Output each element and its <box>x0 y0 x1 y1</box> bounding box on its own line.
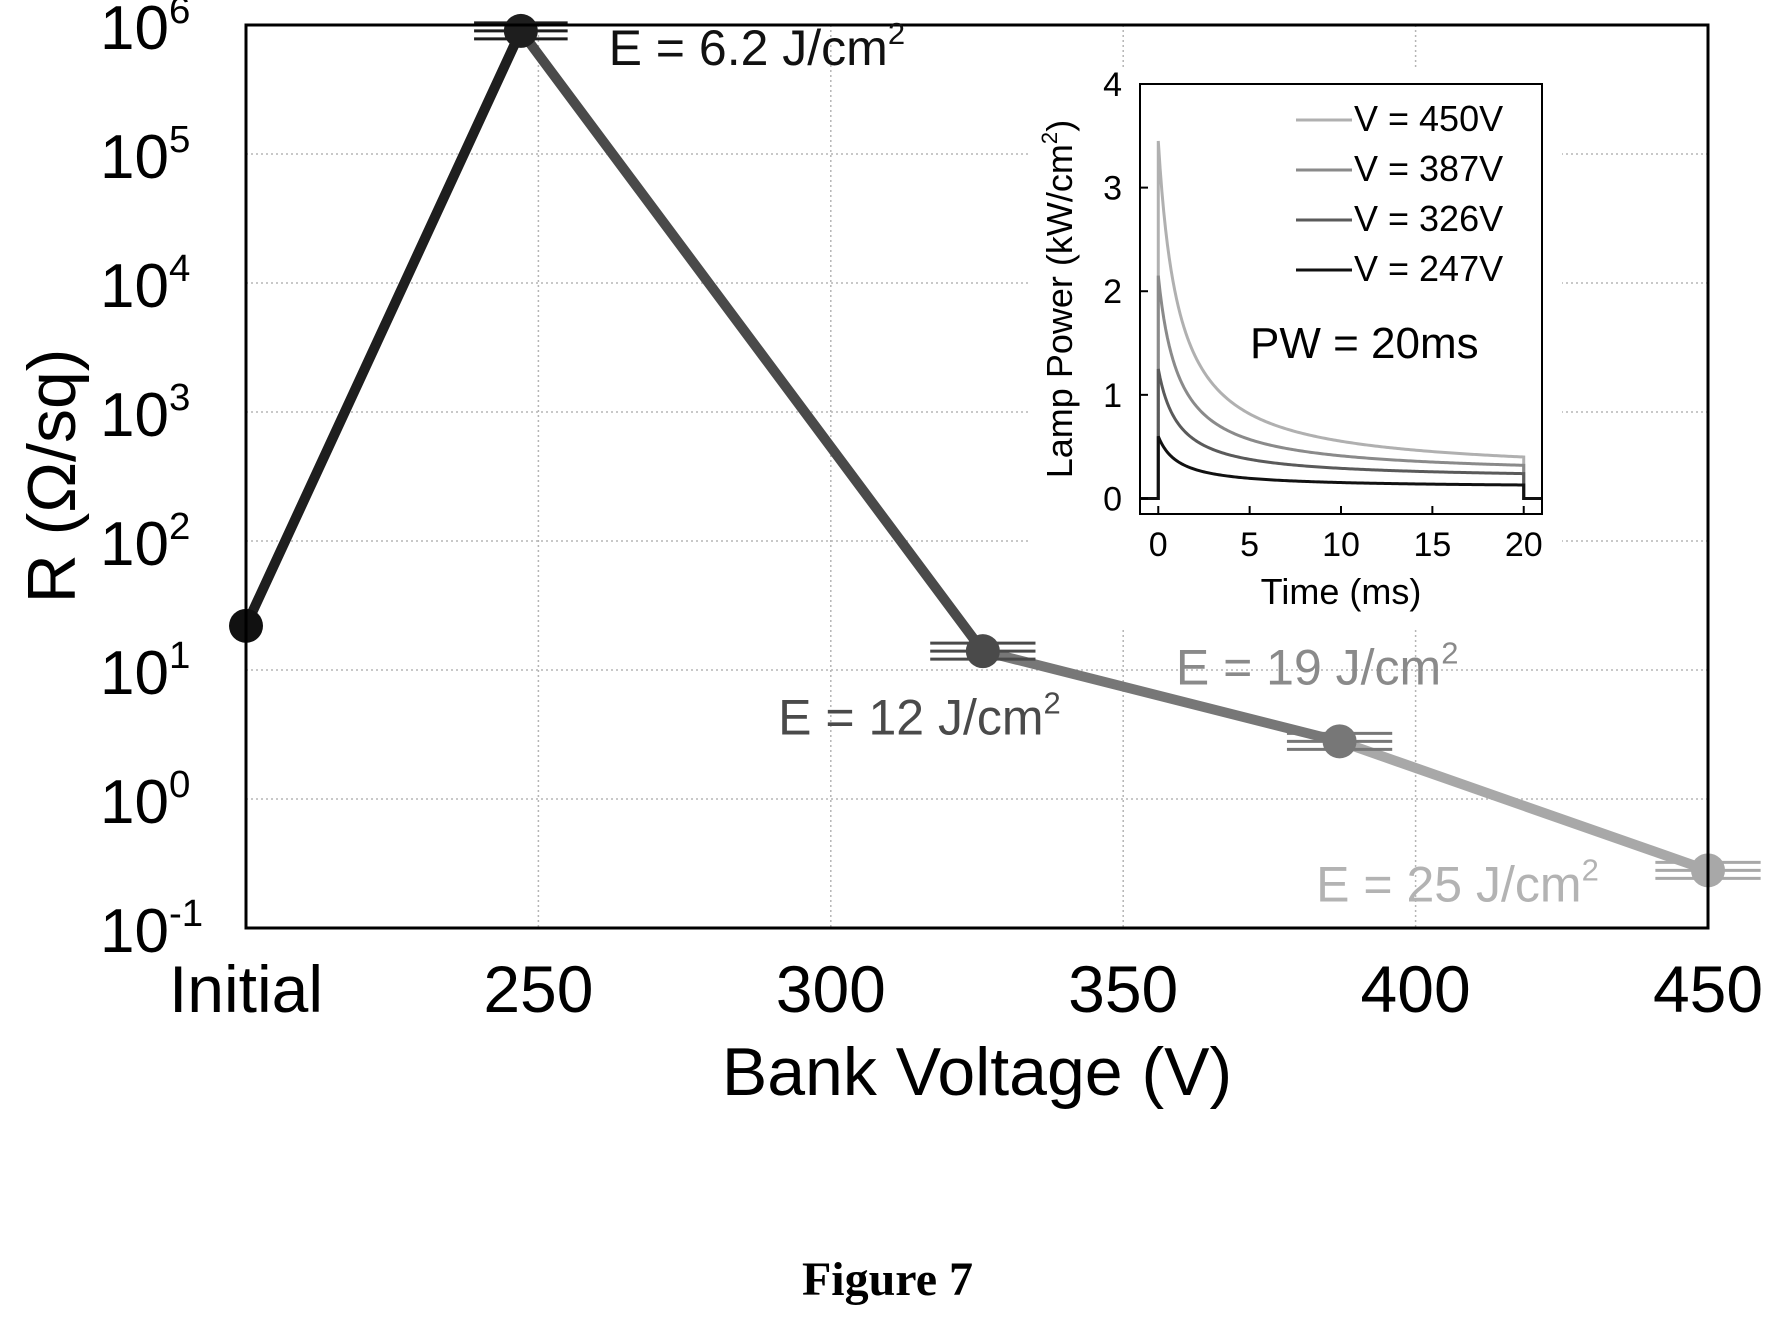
figure-caption: Figure 7 <box>801 1253 974 1306</box>
inset-background <box>1030 69 1562 629</box>
series-segment <box>1334 736 1713 876</box>
x-tick-label: 300 <box>776 952 886 1026</box>
x-tick-label: 250 <box>483 952 593 1026</box>
y-tick-label: 100 <box>100 763 190 837</box>
x-axis-label: Bank Voltage (V) <box>722 1034 1232 1110</box>
inset-y-tick-label: 1 <box>1103 377 1122 415</box>
data-point-3 <box>1322 724 1357 759</box>
inset-pulse-width-label: PW = 20ms <box>1250 319 1479 368</box>
y-tick-label: 103 <box>100 376 190 450</box>
inset-x-tick-label: 15 <box>1413 526 1451 564</box>
legend-label-3: V = 247V <box>1354 248 1503 289</box>
y-tick-label: 104 <box>100 247 190 321</box>
series-segment <box>515 25 988 657</box>
energy-annotation-3: E = 25 J/cm2 <box>1316 852 1599 912</box>
x-tick-label: Initial <box>169 952 323 1026</box>
inset-series-line-2 <box>1140 368 1542 500</box>
inset-series-line-3 <box>1140 435 1542 500</box>
y-tick-label: 102 <box>100 505 190 579</box>
energy-annotation-0: E = 6.2 J/cm2 <box>609 16 906 76</box>
series-segment <box>241 25 526 631</box>
inset-x-axis-label: Time (ms) <box>1261 571 1422 612</box>
y-axis-label: R (Ω/sq) <box>14 349 90 604</box>
x-tick-label: 400 <box>1361 952 1471 1026</box>
inset-series <box>1140 140 1542 500</box>
x-tick-label: 350 <box>1068 952 1178 1026</box>
series-segment <box>977 646 1345 747</box>
inset-y-tick-label: 3 <box>1103 170 1122 208</box>
inset-x-tick-label: 5 <box>1240 526 1259 564</box>
inset-y-axis-label: Lamp Power (kW/cm2) <box>1037 120 1080 478</box>
inset-y-tick-label: 2 <box>1103 273 1122 311</box>
legend-label-1: V = 387V <box>1354 148 1503 189</box>
legend-label-0: V = 450V <box>1354 98 1503 139</box>
inset-y-tick-label: 4 <box>1103 66 1122 104</box>
y-tick-label: 106 <box>100 0 190 63</box>
chart-svg: Initial 250 300 350 400 45010-110010110210310… <box>14 0 1763 1110</box>
y-tick-label: 105 <box>100 118 190 192</box>
y-tick-label: 101 <box>100 634 190 708</box>
inset-x-tick-label: 20 <box>1505 526 1543 564</box>
x-tick-label: 450 <box>1653 952 1763 1026</box>
inset-y-tick-label: 0 <box>1103 480 1122 518</box>
inset-series-line-1 <box>1140 275 1542 500</box>
energy-annotation-1: E = 12 J/cm2 <box>778 686 1061 746</box>
data-point-2 <box>965 634 1000 669</box>
inset-series-line-0 <box>1140 140 1542 500</box>
inset-x-tick-label: 0 <box>1149 526 1168 564</box>
data-point-1 <box>503 13 538 48</box>
legend-label-2: V = 326V <box>1354 198 1503 239</box>
inset-x-tick-label: 10 <box>1322 526 1360 564</box>
plot-frame <box>244 23 1710 930</box>
energy-annotation-2: E = 19 J/cm2 <box>1176 636 1459 696</box>
